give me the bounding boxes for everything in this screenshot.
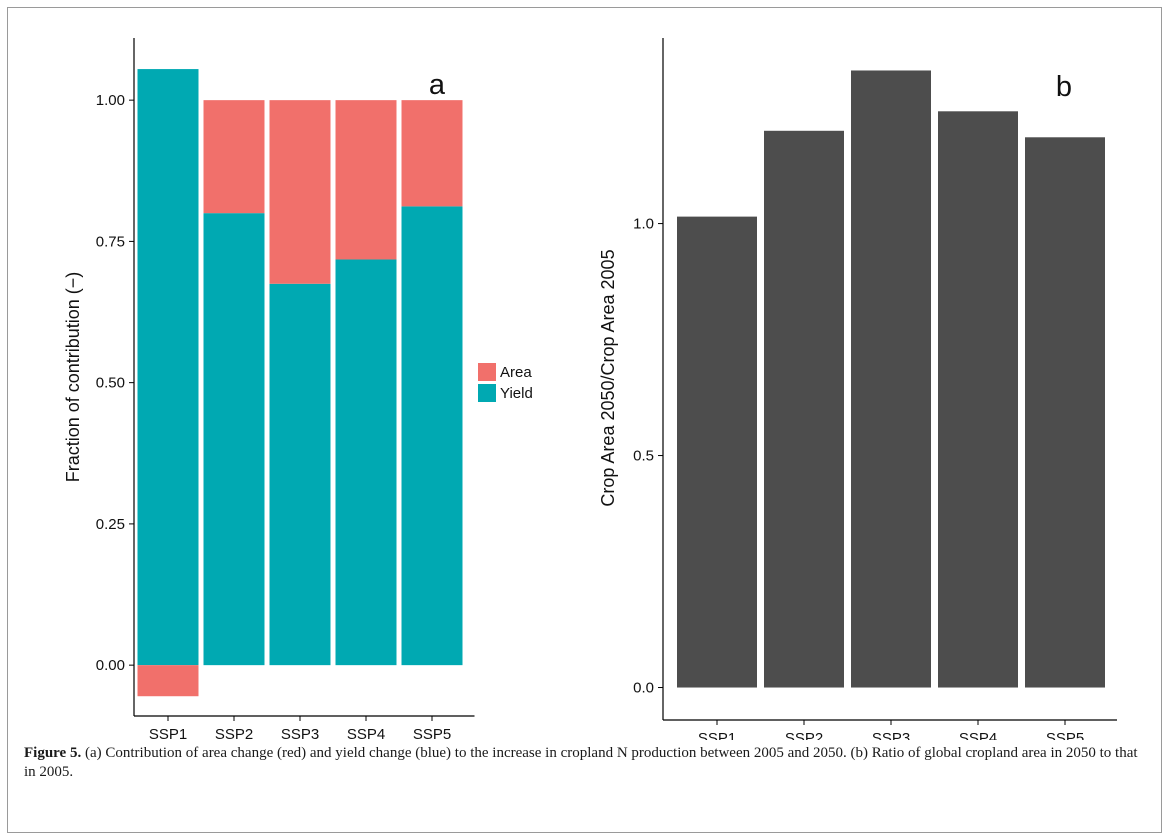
x-tick-label: SSP5 <box>413 726 451 740</box>
legend: Area Yield <box>478 363 533 402</box>
bar-yield-ssp1 <box>137 69 199 666</box>
bar-area-ssp2 <box>203 100 265 214</box>
bar-ssp2 <box>764 130 844 688</box>
legend-label-yield: Yield <box>500 385 533 402</box>
y-tick-label: 0.00 <box>96 657 125 674</box>
x-tick-label: SSP2 <box>785 730 823 740</box>
figure-caption: Figure 5. (a) Contribution of area chang… <box>24 744 1144 782</box>
y-tick-label: 1.00 <box>96 92 125 109</box>
bar-ssp1 <box>677 216 757 688</box>
x-tick-label: SSP3 <box>281 726 319 740</box>
panel-b-chart: Crop Area 2050/Crop Area 2005 b 0.0 0.5 1.… <box>598 38 1117 740</box>
x-tick-label: SSP4 <box>347 726 385 740</box>
bar-yield-ssp4 <box>335 259 397 666</box>
x-tick-label: SSP3 <box>872 730 910 740</box>
panel-b-label: b <box>1056 71 1072 103</box>
bar-ssp4 <box>938 111 1018 688</box>
bar-ssp5 <box>1025 137 1105 688</box>
bar-area-ssp3 <box>269 100 331 284</box>
figure-svg: Fraction of contribution (−) a 0.00 0.25 0… <box>63 38 1117 740</box>
x-tick-label: SSP1 <box>149 726 187 740</box>
x-tick-label: SSP5 <box>1046 730 1084 740</box>
bar-yield-ssp3 <box>269 283 331 666</box>
y-tick-label: 0.25 <box>96 516 125 533</box>
bar-area-ssp4 <box>335 100 397 260</box>
bar-yield-ssp5 <box>401 206 463 666</box>
bar-ssp3 <box>851 70 931 688</box>
bar-area-ssp5 <box>401 100 463 207</box>
bar-area-ssp1 <box>137 665 199 697</box>
x-tick-label: SSP4 <box>959 730 997 740</box>
panel-a-chart: Fraction of contribution (−) a 0.00 0.25 0… <box>63 38 475 740</box>
caption-label: Figure 5. <box>24 745 82 761</box>
figure-frame <box>7 7 1162 833</box>
legend-label-area: Area <box>500 364 532 381</box>
panel-b-ylabel: Crop Area 2050/Crop Area 2005 <box>598 249 618 506</box>
y-tick-label: 0.50 <box>96 375 125 392</box>
x-tick-label: SSP1 <box>698 730 736 740</box>
y-tick-label: 0.75 <box>96 233 125 250</box>
x-tick-label: SSP2 <box>215 726 253 740</box>
panel-a-label: a <box>429 69 446 101</box>
legend-swatch-area <box>478 363 496 381</box>
y-tick-label: 1.0 <box>633 216 654 233</box>
y-tick-label: 0.0 <box>633 680 654 697</box>
panel-a-ylabel: Fraction of contribution (−) <box>63 272 83 483</box>
bar-yield-ssp2 <box>203 213 265 666</box>
caption-text: (a) Contribution of area change (red) an… <box>24 745 1138 780</box>
y-tick-label: 0.5 <box>633 448 654 465</box>
legend-swatch-yield <box>478 384 496 402</box>
